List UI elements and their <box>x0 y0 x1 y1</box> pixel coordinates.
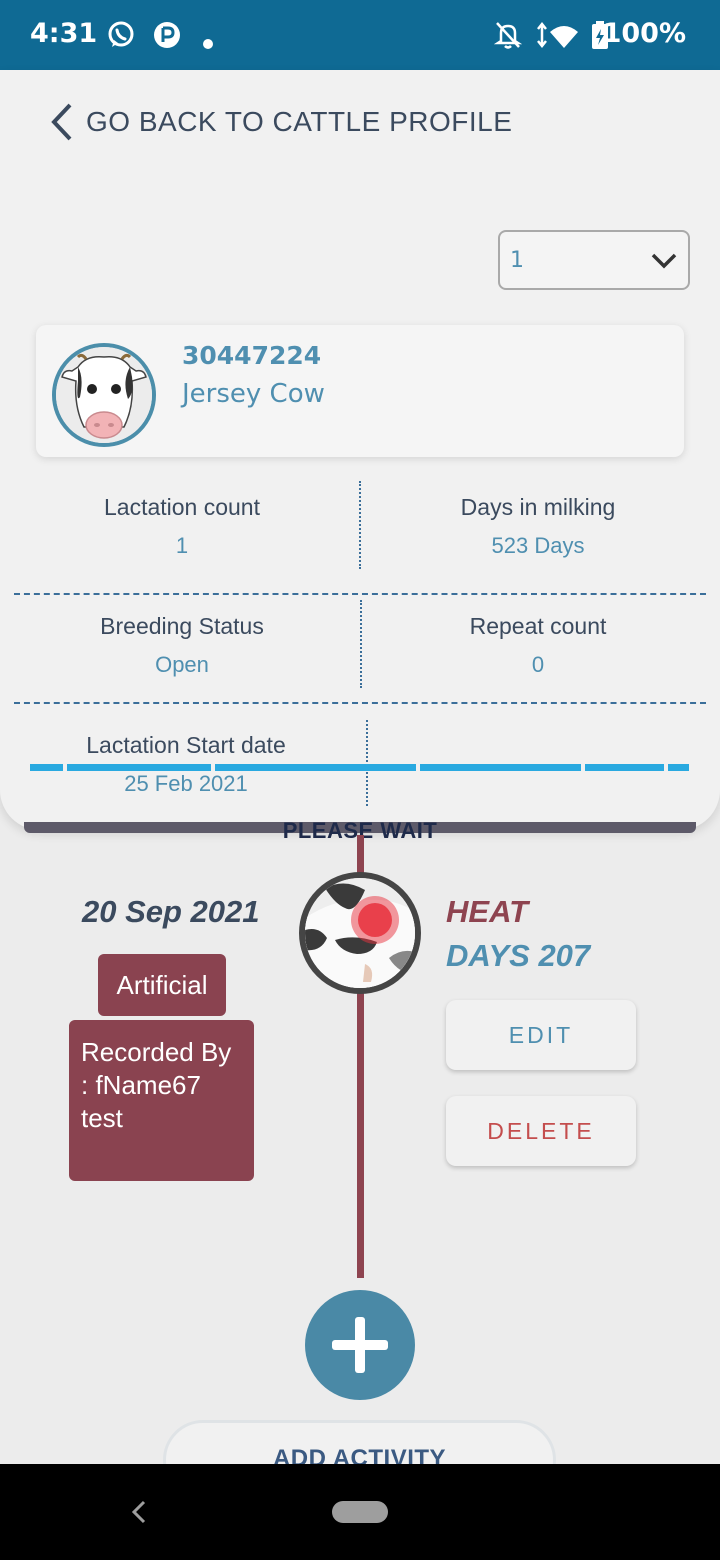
stat-days-in-milking: Days in milking 523 Days <box>378 494 698 559</box>
plus-icon <box>332 1317 388 1373</box>
divider-vertical <box>359 481 361 569</box>
cattle-id: 30447224 <box>182 341 322 370</box>
timeline-line <box>357 835 364 1278</box>
lactation-start-value: 25 Feb 2021 <box>124 771 248 796</box>
stat-repeat-count: Repeat count 0 <box>378 613 698 678</box>
back-link-label: GO BACK TO CATTLE PROFILE <box>86 106 513 137</box>
lactation-count-value: 1 <box>175 533 189 558</box>
divider-vertical <box>366 720 368 806</box>
days-in-milking-label: Days in milking <box>460 494 616 520</box>
cattle-info-card: 30447224 Jersey Cow <box>36 325 684 457</box>
status-time: 4:31 <box>30 18 98 49</box>
cattle-breed: Jersey Cow <box>182 379 325 409</box>
loader-segment <box>215 764 416 771</box>
status-bar: 4:31 5 100% <box>0 0 720 70</box>
event-date: 20 Sep 2021 <box>82 894 260 929</box>
days-in-milking-value: 523 Days <box>491 533 585 558</box>
stat-breeding-status: Breeding Status Open <box>22 613 342 678</box>
repeat-count-label: Repeat count <box>469 613 607 639</box>
chevron-left-icon <box>51 103 72 141</box>
edit-button[interactable]: EDIT <box>446 1000 636 1070</box>
loading-overlay-bar <box>24 822 696 833</box>
loader-segment <box>420 764 581 771</box>
loader-segment <box>668 764 689 771</box>
stat-lactation-start: Lactation Start date 25 Feb 2021 <box>26 732 346 797</box>
nav-home-pill[interactable] <box>332 1501 388 1523</box>
recorded-by-badge: Recorded By : fName67 test <box>69 1020 254 1181</box>
event-days: DAYS 207 <box>446 938 591 973</box>
add-button[interactable] <box>305 1290 415 1400</box>
lactation-select[interactable]: 1 <box>498 230 690 290</box>
divider-horizontal <box>14 593 706 595</box>
whatsapp-icon <box>108 21 134 47</box>
app-p-icon <box>154 22 180 48</box>
heat-event-node[interactable] <box>299 872 421 994</box>
nav-back-icon[interactable] <box>128 1498 150 1526</box>
divider-horizontal <box>14 702 706 704</box>
insemination-method-badge: Artificial <box>98 954 226 1016</box>
loader-segment <box>585 764 664 771</box>
divider-vertical <box>360 600 362 688</box>
heat-cow-icon <box>305 878 415 988</box>
loader-segment <box>67 764 211 771</box>
delete-button[interactable]: DELETE <box>446 1096 636 1166</box>
cow-avatar <box>52 343 156 447</box>
dot-icon <box>203 39 213 49</box>
back-to-profile-link[interactable]: GO BACK TO CATTLE PROFILE <box>48 102 512 142</box>
stat-lactation-count: Lactation count 1 <box>22 494 342 559</box>
lactation-select-value: 1 <box>510 248 524 273</box>
battery-icon <box>592 21 608 49</box>
chevron-down-icon <box>651 253 677 269</box>
bell-off-icon <box>494 22 522 49</box>
svg-text:5: 5 <box>570 38 578 50</box>
repeat-count-value: 0 <box>531 652 545 677</box>
event-type: HEAT <box>446 894 529 929</box>
lactation-count-label: Lactation count <box>103 494 260 520</box>
cow-face-icon <box>56 347 152 443</box>
loader-segment <box>30 764 63 771</box>
wifi-icon: 5 <box>537 21 578 50</box>
lactation-start-label: Lactation Start date <box>86 732 286 758</box>
cattle-summary-card: GO BACK TO CATTLE PROFILE 1 30447224 Jer… <box>0 70 720 830</box>
breeding-status-value: Open <box>155 652 209 677</box>
battery-percent: 100% <box>602 18 686 49</box>
breeding-status-label: Breeding Status <box>100 613 264 639</box>
